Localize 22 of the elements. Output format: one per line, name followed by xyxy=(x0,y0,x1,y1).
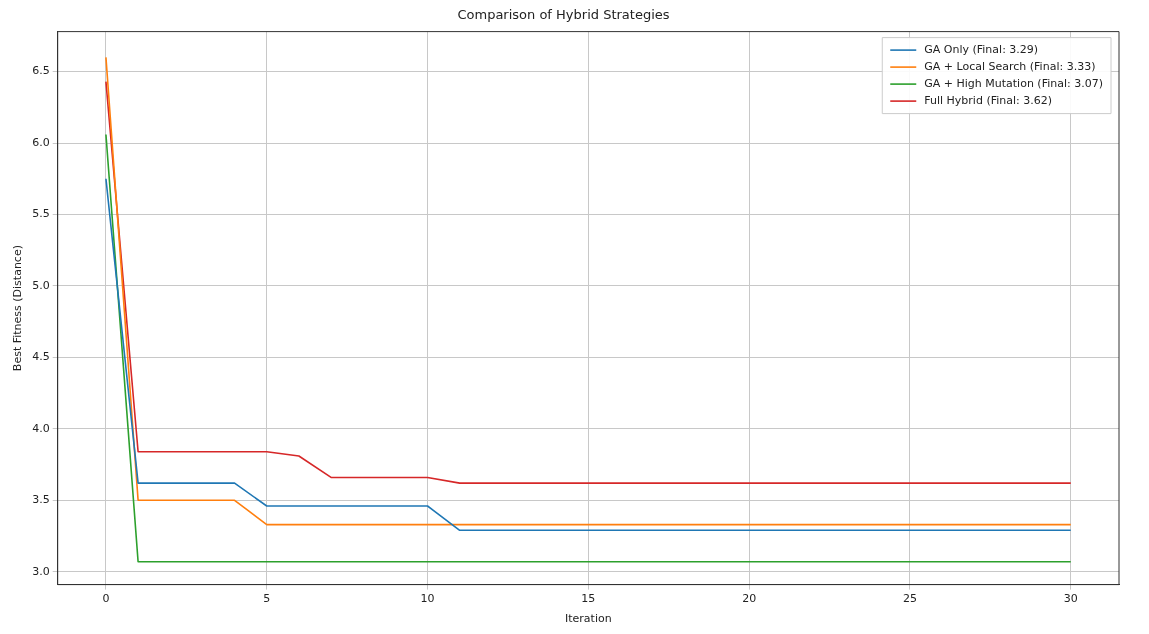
y-tick-label: 6.0 xyxy=(32,135,50,149)
chart-title: Comparison of Hybrid Strategies xyxy=(457,7,670,23)
y-tick-label: 5.0 xyxy=(32,278,50,292)
x-tick-label: 0 xyxy=(102,592,110,606)
y-axis-title: Best Fitness (Distance) xyxy=(11,245,25,372)
x-axis-title: Iteration xyxy=(565,612,612,626)
x-tick-label: 5 xyxy=(263,592,271,606)
legend-label: GA + High Mutation (Final: 3.07) xyxy=(924,76,1103,90)
y-tick-label: 4.0 xyxy=(32,421,50,435)
legend-label: Full Hybrid (Final: 3.62) xyxy=(924,93,1053,107)
x-tick-label: 20 xyxy=(742,592,757,606)
x-tick-label: 30 xyxy=(1063,592,1078,606)
y-tick-label: 3.5 xyxy=(32,493,50,507)
y-tick-label: 4.5 xyxy=(32,350,50,364)
x-tick-label: 10 xyxy=(420,592,435,606)
legend-label: GA + Local Search (Final: 3.33) xyxy=(924,59,1096,73)
x-tick-label: 15 xyxy=(581,592,596,606)
y-tick-label: 6.5 xyxy=(32,64,50,78)
y-tick-label: 5.5 xyxy=(32,207,50,221)
legend-label: GA Only (Final: 3.29) xyxy=(924,42,1039,56)
y-tick-label: 3.0 xyxy=(32,564,50,578)
x-tick-label: 25 xyxy=(902,592,917,606)
